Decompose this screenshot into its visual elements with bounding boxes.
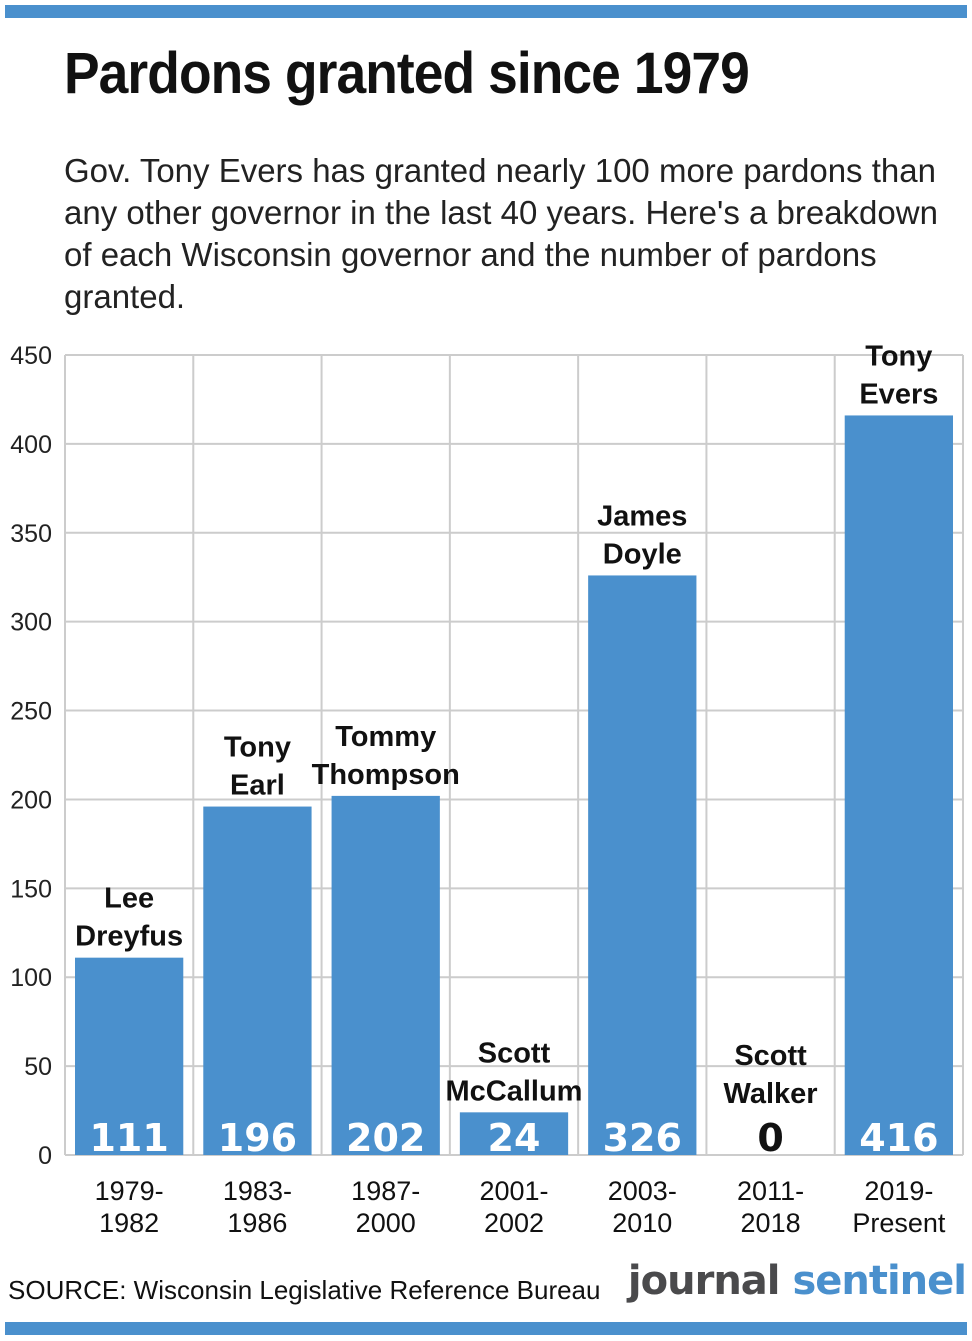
- x-tick-label: 1982: [99, 1208, 159, 1238]
- governor-label: Tony: [224, 732, 291, 764]
- bar-value-label: 416: [859, 1116, 938, 1160]
- bar: [75, 957, 184, 1155]
- bottom-rule: [5, 1322, 967, 1335]
- x-tick-label: 2010: [612, 1208, 672, 1238]
- bar: [844, 415, 953, 1155]
- x-tick-label: 2019-: [864, 1176, 933, 1206]
- governor-label: Scott: [478, 1037, 551, 1069]
- x-tick-label: 2003-: [608, 1176, 677, 1206]
- source-note: SOURCE: Wisconsin Legislative Reference …: [8, 1275, 601, 1305]
- y-tick-label: 50: [24, 1053, 52, 1081]
- bar-value-label: 0: [757, 1116, 783, 1160]
- chart-title: Pardons granted since 1979: [64, 41, 750, 106]
- bar-value-label: 202: [346, 1116, 425, 1160]
- x-tick-label: 1983-: [223, 1176, 292, 1206]
- bar-value-label: 196: [218, 1116, 297, 1160]
- y-tick-label: 350: [10, 520, 52, 548]
- governor-label: Dreyfus: [75, 921, 183, 953]
- governor-label: James: [597, 500, 687, 532]
- governor-label: Lee: [104, 883, 154, 915]
- y-tick-label: 0: [38, 1142, 52, 1170]
- governor-label: Tommy: [335, 721, 436, 753]
- governor-label: Scott: [734, 1040, 807, 1072]
- journal-sentinel-logo: journal sentinel: [627, 1258, 967, 1304]
- governor-label: Walker: [724, 1078, 818, 1110]
- bar-value-label: 326: [603, 1116, 682, 1160]
- logo-sentinel: sentinel: [792, 1258, 967, 1304]
- governor-label: Doyle: [603, 538, 682, 570]
- bar: [331, 795, 440, 1155]
- governor-label: McCallum: [446, 1075, 583, 1107]
- bar: [203, 806, 312, 1155]
- logo-journal: journal: [627, 1258, 781, 1304]
- bar: [459, 1112, 569, 1155]
- y-tick-label: 300: [10, 609, 52, 637]
- bar-value-label: 24: [488, 1116, 541, 1160]
- x-tick-label: 1987-: [351, 1176, 420, 1206]
- chart-subtitle: Gov. Tony Evers has granted nearly 100 m…: [64, 152, 938, 315]
- governor-label: Thompson: [312, 759, 460, 791]
- x-tick-label: Present: [852, 1208, 946, 1238]
- governor-label: Tony: [865, 340, 932, 372]
- y-tick-label: 200: [10, 786, 52, 814]
- governor-label: Evers: [859, 378, 938, 410]
- y-tick-label: 150: [10, 875, 52, 903]
- x-tick-label: 1986: [227, 1208, 287, 1238]
- y-tick-label: 100: [10, 964, 52, 992]
- governor-label: Earl: [230, 770, 285, 802]
- y-tick-label: 400: [10, 431, 52, 459]
- x-tick-label: 2001-: [479, 1176, 548, 1206]
- bar: [588, 575, 697, 1155]
- x-tick-label: 2000: [356, 1208, 416, 1238]
- bar-chart: 0 50 100 150 200 250 300 350 400 450 111 Lee Dreyfus…: [10, 340, 964, 1238]
- x-tick-label: 2011-: [737, 1176, 804, 1206]
- x-tick-label: 1979-: [95, 1176, 164, 1206]
- y-tick-label: 250: [10, 698, 52, 726]
- x-tick-label: 2002: [484, 1208, 544, 1238]
- x-tick-label: 2018: [741, 1208, 801, 1238]
- bar-value-label: 111: [89, 1116, 168, 1160]
- y-tick-label: 450: [10, 342, 52, 370]
- top-rule: [5, 5, 967, 18]
